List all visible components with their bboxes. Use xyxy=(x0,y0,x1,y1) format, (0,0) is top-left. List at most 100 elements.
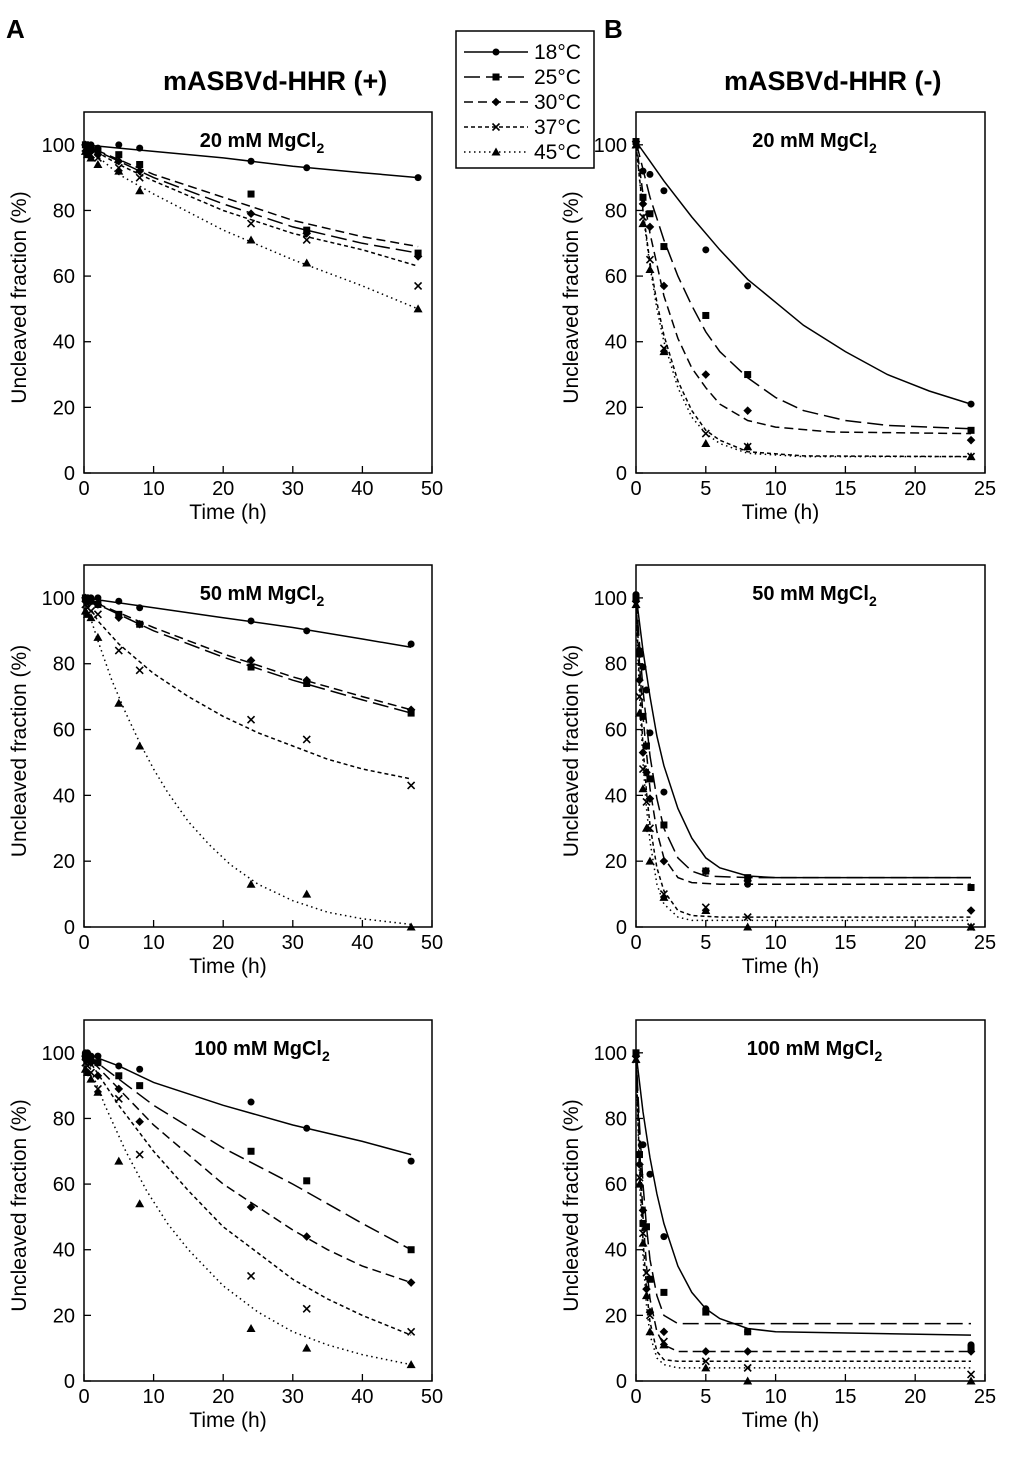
fit-line xyxy=(83,597,412,780)
y-axis-label: Uncleaved fraction (%) xyxy=(560,1099,583,1311)
x-tick-label: 10 xyxy=(142,1386,164,1408)
y-tick-label: 40 xyxy=(53,1240,75,1262)
x-tick-label: 20 xyxy=(904,478,926,500)
x-tick-label: 5 xyxy=(700,478,711,500)
data-point xyxy=(406,1360,416,1369)
data-point xyxy=(414,281,423,291)
data-point xyxy=(247,190,255,198)
series-45°C xyxy=(80,1052,416,1369)
chart-title: 100 mM MgCl2 xyxy=(747,1038,883,1064)
y-tick-label: 80 xyxy=(605,654,627,676)
data-point xyxy=(135,1199,145,1208)
data-point xyxy=(743,922,753,931)
x-tick-label: 40 xyxy=(351,932,373,954)
data-point xyxy=(246,235,256,244)
data-point xyxy=(701,438,711,447)
y-axis-label: Uncleaved fraction (%) xyxy=(560,645,583,857)
y-tick-label: 20 xyxy=(53,1305,75,1327)
data-point xyxy=(701,906,711,915)
data-point xyxy=(407,1157,415,1165)
data-point xyxy=(303,1177,311,1185)
y-tick-label: 20 xyxy=(605,851,627,873)
data-point xyxy=(302,1232,312,1241)
data-point xyxy=(967,884,975,892)
fit-line xyxy=(83,597,412,714)
data-point xyxy=(634,1179,644,1188)
data-point xyxy=(86,147,96,156)
y-axis-label: Uncleaved fraction (%) xyxy=(8,191,31,403)
y-tick-label: 0 xyxy=(64,1371,75,1393)
x-axis-label: Time (h) xyxy=(742,501,819,524)
x-tick-label: 30 xyxy=(282,932,304,954)
data-point xyxy=(135,1150,144,1159)
fit-line xyxy=(83,597,412,649)
y-tick-label: 100 xyxy=(42,588,75,610)
x-tick-label: 30 xyxy=(282,478,304,500)
chart-title: 20 mM MgCl2 xyxy=(752,130,877,156)
y-tick-label: 60 xyxy=(53,720,75,742)
fit-line xyxy=(83,1052,412,1284)
data-point xyxy=(743,876,752,886)
y-tick-label: 80 xyxy=(605,1108,627,1130)
series-37°C xyxy=(631,600,976,932)
fit-line xyxy=(83,1052,412,1366)
data-point xyxy=(406,1278,416,1287)
data-point xyxy=(634,708,644,717)
data-point xyxy=(660,788,668,796)
fit-line xyxy=(635,141,972,405)
data-point xyxy=(659,281,669,291)
fit-line xyxy=(83,597,412,926)
y-tick-label: 20 xyxy=(53,851,75,873)
data-point xyxy=(247,663,255,671)
panel-label-b: B xyxy=(604,14,623,44)
legend-marker xyxy=(492,48,500,56)
data-point xyxy=(93,610,102,619)
x-axis-label: Time (h) xyxy=(189,955,266,978)
chart-title: 100 mM MgCl2 xyxy=(194,1038,330,1064)
legend-label: 37°C xyxy=(534,116,581,139)
y-tick-label: 0 xyxy=(64,917,75,939)
y-tick-label: 0 xyxy=(616,1371,627,1393)
data-point xyxy=(247,617,255,625)
data-point xyxy=(642,686,650,694)
data-point xyxy=(645,856,655,865)
data-point xyxy=(744,371,752,379)
data-point xyxy=(114,698,124,707)
y-tick-label: 80 xyxy=(53,200,75,222)
x-tick-label: 15 xyxy=(834,932,856,954)
data-point xyxy=(659,892,669,901)
chart-A2: 0 10 20 30 40 50 0 20 40 60 80 100 Time (h) Uncleaved… xyxy=(8,564,443,978)
data-point xyxy=(967,400,975,408)
x-tick-label: 5 xyxy=(700,932,711,954)
legend-marker xyxy=(491,122,501,132)
fit-line xyxy=(83,1052,412,1251)
legend-marker xyxy=(491,147,501,156)
data-point xyxy=(86,1074,96,1083)
data-point xyxy=(635,1173,644,1182)
plot-frame xyxy=(635,1019,986,1382)
series-45°C xyxy=(80,144,423,313)
data-point xyxy=(115,597,123,605)
data-point xyxy=(93,632,103,641)
data-point xyxy=(635,692,644,701)
series-18°C xyxy=(632,1049,975,1349)
y-tick-label: 100 xyxy=(594,135,627,157)
y-tick-label: 0 xyxy=(64,463,75,485)
chart-title-subscript: 2 xyxy=(316,593,324,609)
data-point xyxy=(413,304,423,313)
series-45°C xyxy=(80,597,416,931)
fit-line xyxy=(83,144,419,248)
data-point xyxy=(660,187,668,195)
data-point xyxy=(86,153,96,162)
data-point xyxy=(246,1323,256,1332)
data-point xyxy=(743,1376,753,1385)
x-tick-label: 20 xyxy=(212,1386,234,1408)
data-point xyxy=(246,879,256,888)
data-point xyxy=(302,735,311,744)
data-point xyxy=(303,627,311,635)
data-point xyxy=(136,1082,144,1090)
data-point xyxy=(642,797,651,807)
fit-line xyxy=(635,601,971,885)
chart-title: 50 mM MgCl2 xyxy=(200,583,325,609)
